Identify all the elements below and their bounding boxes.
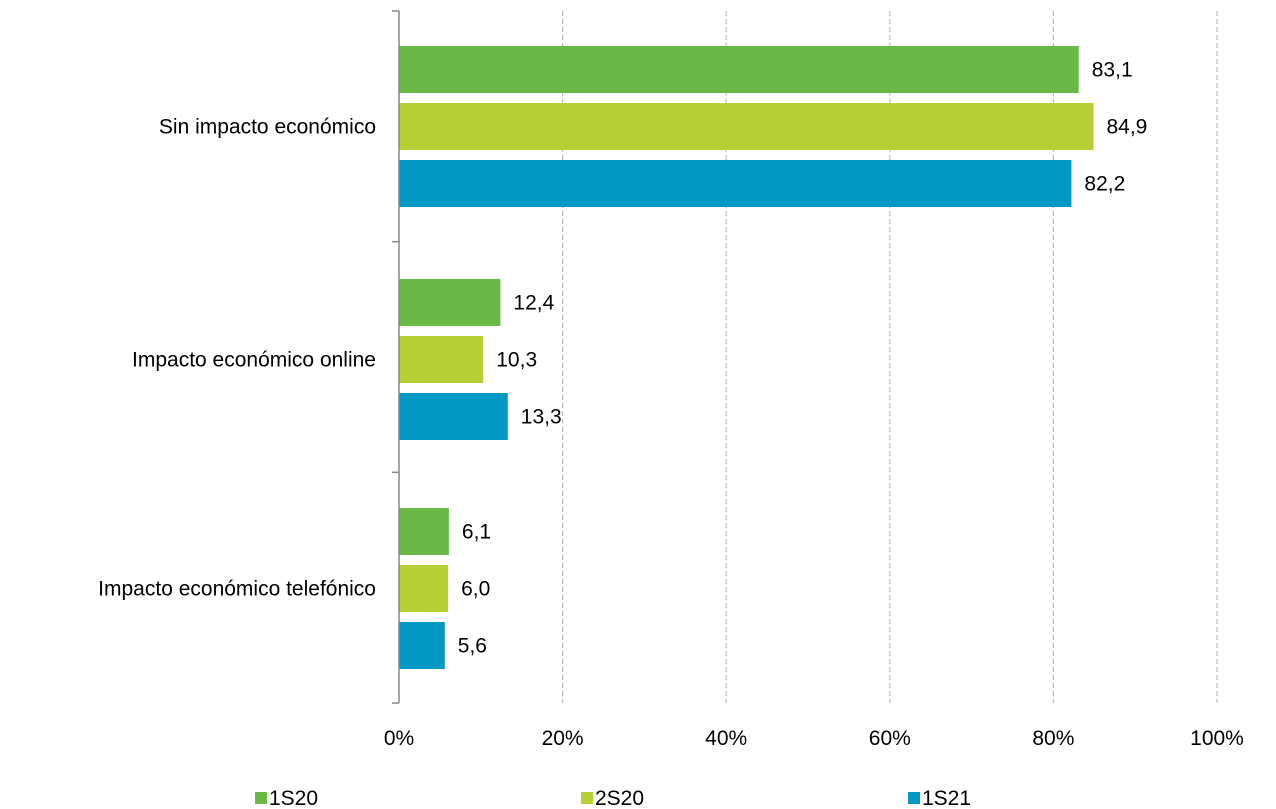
bar-2s20 bbox=[399, 103, 1094, 150]
legend-swatch-1s20 bbox=[255, 792, 267, 804]
bar-2s20 bbox=[399, 565, 449, 612]
bars-layer bbox=[399, 46, 1094, 669]
legend-label: 1S21 bbox=[922, 787, 971, 809]
x-tick-label: 0% bbox=[384, 727, 414, 750]
category-label: Sin impacto económico bbox=[159, 116, 376, 139]
data-label: 13,3 bbox=[521, 406, 562, 429]
category-label: Impacto económico online bbox=[132, 349, 376, 372]
bar-1s21 bbox=[399, 622, 445, 669]
bar-1s20 bbox=[399, 279, 501, 326]
x-tick-label: 100% bbox=[1190, 727, 1244, 750]
data-label: 82,2 bbox=[1084, 173, 1125, 196]
legend: 1S20 2S20 1S21 bbox=[255, 787, 971, 809]
x-tick-label: 40% bbox=[705, 727, 747, 750]
legend-label: 2S20 bbox=[595, 787, 644, 809]
data-label: 83,1 bbox=[1092, 59, 1133, 82]
axis-layer bbox=[392, 10, 400, 704]
data-label: 10,3 bbox=[496, 349, 537, 372]
data-label: 6,0 bbox=[461, 578, 490, 601]
legend-swatch-2s20 bbox=[581, 792, 593, 804]
x-tick-label: 60% bbox=[869, 727, 911, 750]
x-tick-label: 80% bbox=[1032, 727, 1074, 750]
data-label: 84,9 bbox=[1106, 116, 1147, 139]
legend-swatch-1s21 bbox=[908, 792, 920, 804]
data-label: 6,1 bbox=[462, 521, 491, 544]
labels-layer: 0% 20% 40% 60% 80% 100% 83,1 84,9 82,2 Sin impact… bbox=[98, 59, 1244, 751]
bar-2s20 bbox=[399, 336, 484, 383]
legend-label: 1S20 bbox=[269, 787, 318, 809]
category-label: Impacto económico telefónico bbox=[98, 578, 376, 601]
bar-1s20 bbox=[399, 508, 449, 555]
data-label: 12,4 bbox=[513, 292, 554, 315]
data-label: 5,6 bbox=[458, 635, 487, 658]
x-tick-label: 20% bbox=[542, 727, 584, 750]
bar-1s21 bbox=[399, 393, 508, 440]
bar-1s20 bbox=[399, 46, 1079, 93]
bar-1s21 bbox=[399, 160, 1072, 207]
